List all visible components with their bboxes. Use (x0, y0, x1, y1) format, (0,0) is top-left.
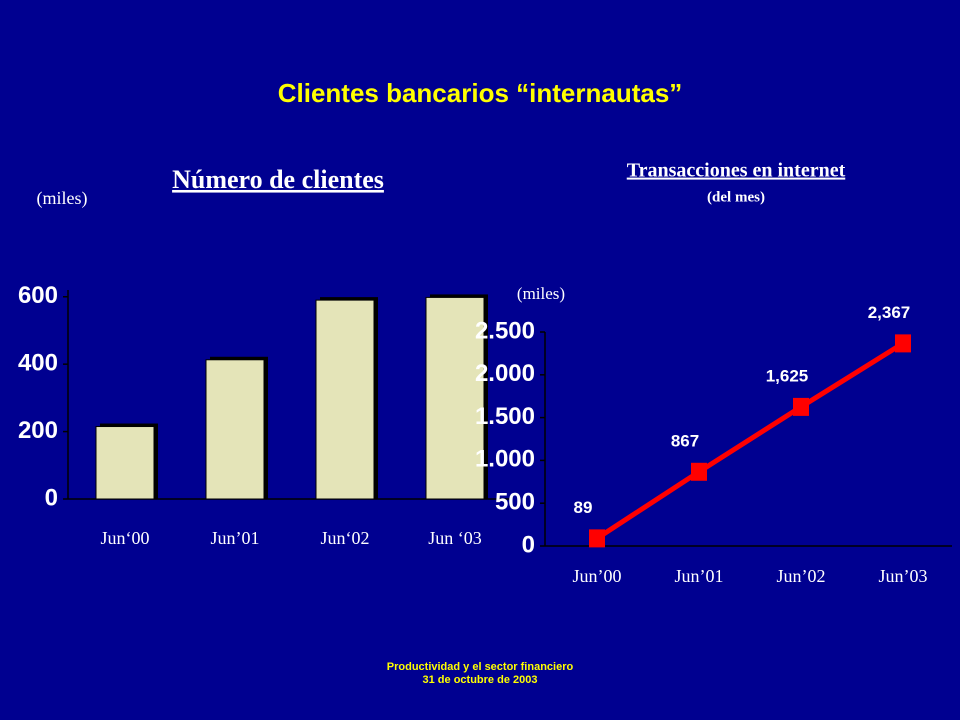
data-label: 867 (671, 431, 699, 450)
y-tick-label: 500 (495, 489, 535, 516)
chart-title: Transacciones en internet (627, 160, 846, 182)
y-tick-label: 0 (522, 531, 535, 558)
y-tick-label: 400 (18, 350, 58, 377)
bar (425, 296, 485, 500)
chart-subtitle: (del mes) (707, 189, 765, 205)
y-tick-label: 200 (18, 417, 58, 444)
point-marker (589, 529, 605, 548)
x-tick-label: Jun‘00 (101, 528, 150, 548)
y-tick-label: 1.500 (475, 403, 535, 430)
data-label: 2,367 (868, 303, 911, 322)
bar (315, 299, 375, 500)
y-tick-label: 600 (18, 282, 58, 309)
slide-title: Clientes bancarios “internautas” (278, 78, 683, 108)
x-tick-label: Jun‘02 (321, 528, 370, 548)
bar (95, 426, 155, 500)
x-tick-label: Jun’02 (777, 566, 826, 586)
footer-text: Productividad y el sector financiero (387, 661, 574, 673)
x-tick-label: Jun’03 (879, 566, 928, 586)
y-tick-label: 2.000 (475, 360, 535, 387)
x-tick-label: Jun ‘03 (428, 528, 482, 548)
footer-text: 31 de octubre de 2003 (423, 674, 538, 686)
point-marker (691, 462, 707, 481)
line-series (595, 341, 905, 541)
x-tick-label: Jun’00 (573, 566, 622, 586)
bar (205, 359, 265, 500)
x-tick-label: Jun’01 (211, 528, 260, 548)
point-marker (793, 397, 809, 416)
chart-title: Número de clientes (172, 165, 384, 194)
point-marker (895, 334, 911, 353)
y-tick-label: 1.000 (475, 446, 535, 473)
data-label: 1,625 (766, 366, 809, 385)
y-tick-label: 2.500 (475, 317, 535, 344)
data-label: 89 (574, 498, 593, 517)
y-axis-label: (miles) (517, 284, 565, 303)
y-tick-label: 0 (45, 484, 58, 511)
y-axis-label: (miles) (37, 188, 88, 209)
x-tick-label: Jun’01 (675, 566, 724, 586)
